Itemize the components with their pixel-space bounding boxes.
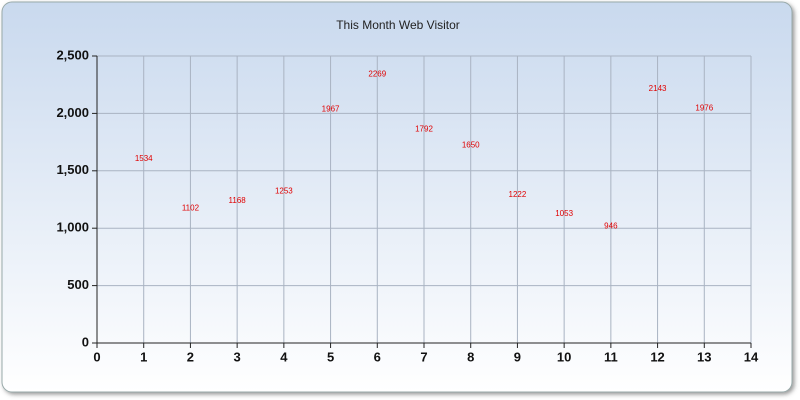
y-tick-label: 500 (67, 277, 89, 292)
x-tick-label: 0 (93, 349, 100, 364)
x-tick-label: 2 (187, 349, 194, 364)
x-tick-label: 13 (697, 349, 711, 364)
y-tick-label: 0 (82, 334, 89, 349)
data-label: 1222 (509, 190, 527, 199)
data-label: 1792 (415, 124, 433, 133)
data-label: 1967 (322, 104, 340, 113)
y-tick-label: 1,000 (56, 220, 89, 235)
data-label: 1168 (229, 196, 247, 205)
x-tick-label: 11 (604, 349, 618, 364)
panel (1, 1, 793, 393)
chart-title: This Month Web Visitor (336, 18, 460, 32)
data-label: 1976 (695, 103, 713, 112)
x-tick-label: 12 (650, 349, 664, 364)
data-label: 1053 (555, 209, 573, 218)
x-tick-label: 7 (420, 349, 427, 364)
x-tick-label: 10 (557, 349, 571, 364)
data-label: 1102 (182, 204, 200, 213)
y-tick-label: 2,500 (56, 47, 89, 62)
x-tick-label: 5 (327, 349, 334, 364)
data-label: 1253 (275, 186, 293, 195)
x-tick-label: 6 (374, 349, 381, 364)
data-label: 1650 (462, 141, 480, 150)
x-tick-label: 9 (514, 349, 521, 364)
x-tick-label: 3 (234, 349, 241, 364)
x-tick-label: 8 (467, 349, 474, 364)
data-label: 2269 (368, 70, 386, 79)
x-tick-label: 4 (280, 349, 288, 364)
data-label: 1534 (135, 154, 153, 163)
data-label: 946 (604, 222, 618, 231)
y-tick-label: 1,500 (56, 162, 89, 177)
y-tick-label: 2,000 (56, 105, 89, 120)
x-tick-label: 14 (744, 349, 759, 364)
data-label: 2143 (649, 84, 667, 93)
x-tick-label: 1 (140, 349, 147, 364)
